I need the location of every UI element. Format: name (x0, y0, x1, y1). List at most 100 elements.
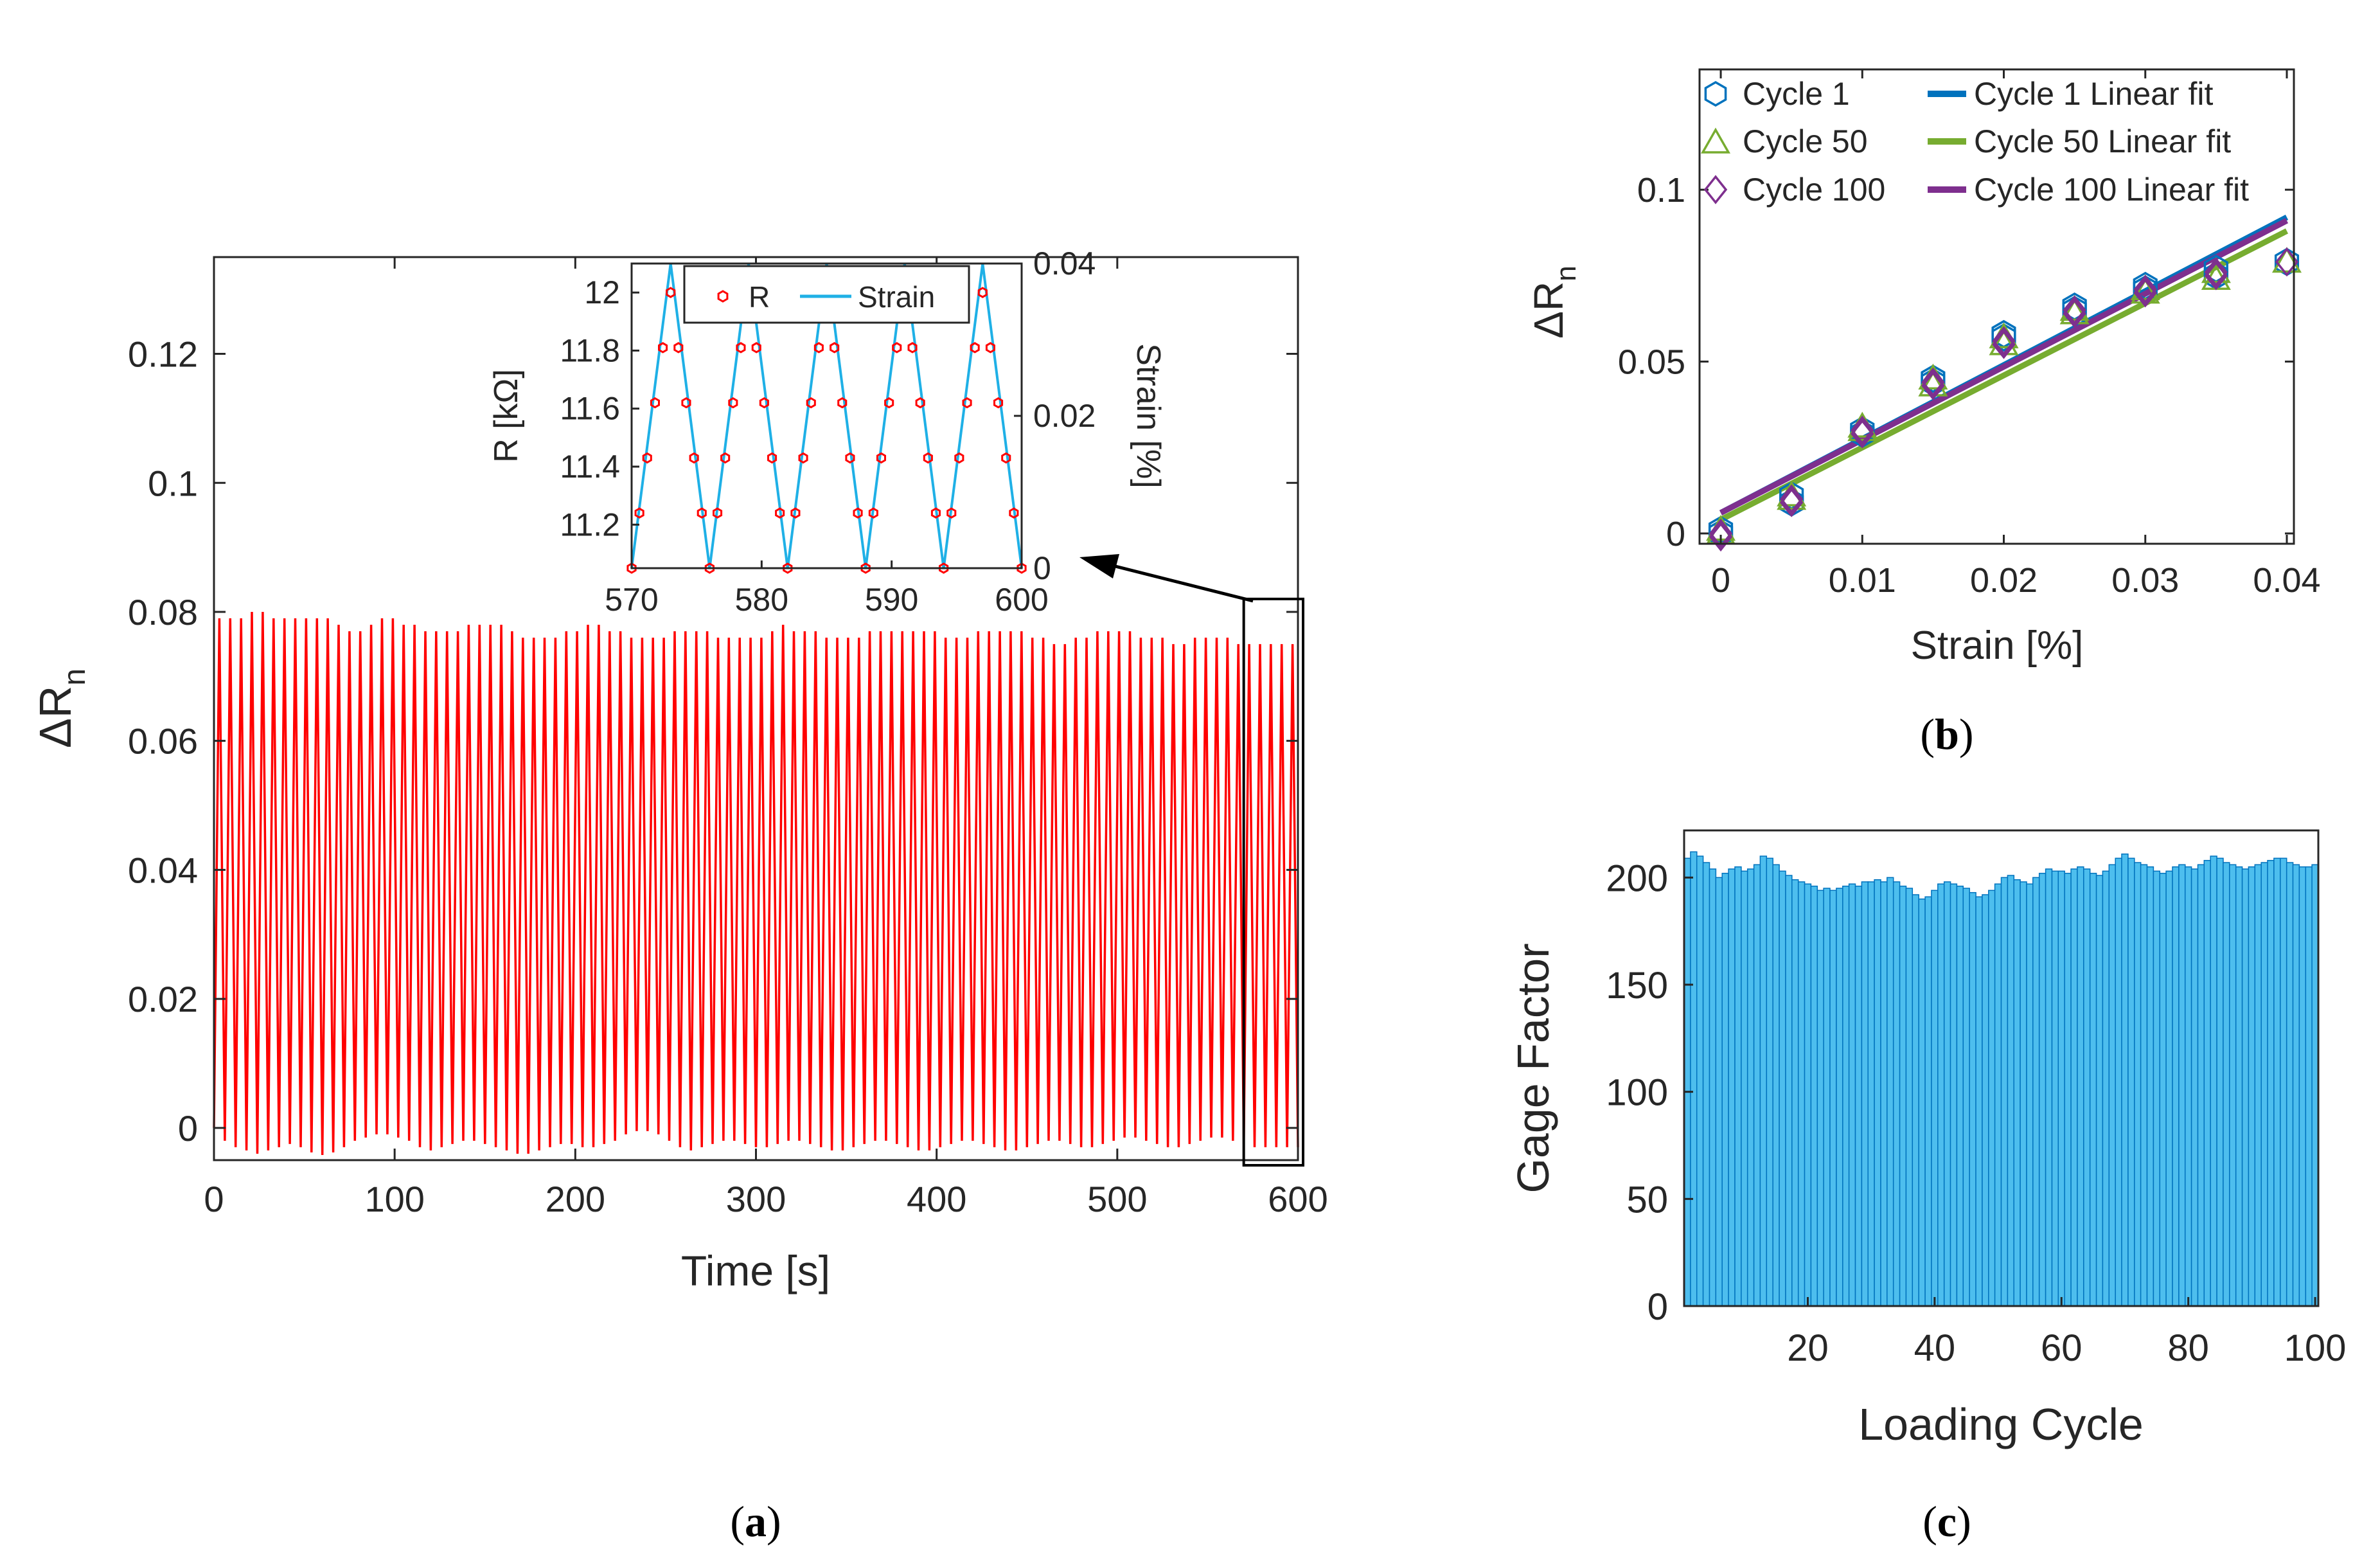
inset-chart: 570 580 590 60011.211.411.611.81200.020.04 … (488, 246, 1167, 618)
marker-r (736, 342, 746, 354)
bar (1943, 881, 1951, 1307)
bar (2146, 866, 2154, 1307)
bar (2184, 866, 2192, 1307)
inset-x-tick-label: 580 (735, 582, 788, 618)
marker-r (634, 507, 644, 519)
legend-marker-diamond (1703, 175, 1728, 204)
bar (1918, 898, 1926, 1307)
bar (1734, 866, 1742, 1307)
marker-r (673, 342, 684, 354)
bar (2089, 872, 2097, 1307)
y-tick-label: 0 (178, 1108, 198, 1149)
panel-b-xlabel: Strain [%] (1911, 623, 2084, 668)
marker-r (892, 342, 902, 354)
bar (1702, 862, 1710, 1307)
marker-r (907, 342, 918, 354)
marker-cycle-100 (2063, 295, 2086, 325)
bar (2260, 862, 2268, 1307)
bar (2159, 872, 2167, 1307)
bar (2254, 864, 2262, 1307)
x-tick-label: 40 (1914, 1327, 1956, 1369)
panel-c-ticks: 20 40 60 80 100 0 50 100 150 200 (1606, 857, 2346, 1369)
bar (1924, 896, 1932, 1307)
bar (2197, 864, 2205, 1307)
bar (1962, 888, 1970, 1307)
x-tick-label: 600 (1268, 1179, 1328, 1219)
zoom-arrow-line (1092, 559, 1254, 603)
marker-cycle-100 (2133, 278, 2157, 308)
marker-r (845, 452, 855, 464)
marker-r (868, 507, 878, 519)
panel-b-ylabel: ΔRn (1525, 265, 1582, 338)
legend-label-cycle-50-fit: Cycle 50 Linear fit (1974, 123, 2231, 159)
marker-r (939, 562, 949, 574)
y-tick-label: 0.02 (128, 979, 198, 1019)
panel-c-chart: 20 40 60 80 100 0 50 100 150 200 Loading Cycle Ga… (1508, 829, 2346, 1546)
legend-label-cycle-100-fit: Cycle 100 Linear fit (1974, 172, 2249, 208)
bar (2153, 870, 2161, 1307)
y-tick-label: 200 (1606, 857, 1668, 899)
bar (2280, 857, 2287, 1307)
bar (1842, 885, 1850, 1307)
bar (2013, 879, 2021, 1307)
bar (1937, 883, 1945, 1307)
panel-a-ylabel-main: ΔR (30, 686, 80, 748)
y-tick-label: 0.1 (148, 463, 198, 503)
marker-r (876, 452, 886, 464)
legend-marker-cycle-50 (1700, 127, 1731, 154)
marker-r (790, 507, 801, 519)
y-tick-label: 0 (1647, 1286, 1668, 1328)
panel-b-chart: 0 0.01 0.02 0.03 0.04 0 0.05 0.1 Strain [%] ΔRn… (1525, 68, 2321, 758)
marker-cycle-100 (1709, 522, 1733, 552)
bar (2083, 868, 2091, 1307)
bar (1867, 881, 1875, 1307)
marker-r (697, 507, 707, 519)
marker-r (720, 452, 731, 464)
bar (1975, 896, 1983, 1307)
bar (1880, 881, 1888, 1307)
bar (2223, 862, 2230, 1307)
legend-marker-cycle-100 (1703, 175, 1728, 204)
panel-a-xlabel: Time [s] (681, 1247, 830, 1294)
y-tick-label: 100 (1606, 1072, 1668, 1114)
bar (1785, 875, 1793, 1307)
marker-r (930, 507, 941, 519)
bar (2064, 872, 2072, 1307)
bar (2165, 870, 2173, 1307)
legend-label-strain: Strain (858, 280, 935, 314)
marker-cycle-100 (1779, 484, 1804, 514)
marker-r (650, 397, 660, 409)
bar (2229, 864, 2237, 1307)
bar (2178, 864, 2186, 1307)
marker-cycle-1 (1921, 364, 1946, 393)
marker-r (626, 562, 637, 574)
marker-r (1009, 507, 1019, 519)
x-tick-label: 0 (204, 1179, 224, 1219)
bar (1994, 883, 2002, 1307)
bar (1772, 864, 1780, 1307)
bar (2190, 868, 2199, 1307)
bar (1887, 877, 1894, 1307)
marker-r (962, 397, 972, 409)
marker-r (1017, 562, 1027, 574)
x-tick-label: 0.01 (1829, 561, 1896, 600)
bar (2286, 862, 2294, 1307)
marker-r (728, 397, 738, 409)
marker-r (954, 452, 964, 464)
marker-r (1001, 452, 1011, 464)
bar (2134, 862, 2142, 1307)
bar (2000, 877, 2009, 1307)
panel-c-plot-area (1683, 851, 2319, 1307)
inset-ticks: 570 580 590 600 11.2 11.4 11.6 11.8 12 0 0.02 0.04 (560, 246, 1096, 618)
legend-marker-triangle (1700, 127, 1731, 154)
x-tick-label: 20 (1787, 1327, 1829, 1369)
bar (1804, 883, 1812, 1307)
bar (1982, 894, 1989, 1307)
bar (1949, 883, 1958, 1307)
marker-r (837, 397, 848, 409)
panel-a-ylabel-sub: n (58, 668, 92, 686)
x-tick-label: 0.04 (2253, 561, 2320, 600)
x-tick-label: 0.02 (1970, 561, 2038, 600)
marker-r (713, 507, 723, 519)
